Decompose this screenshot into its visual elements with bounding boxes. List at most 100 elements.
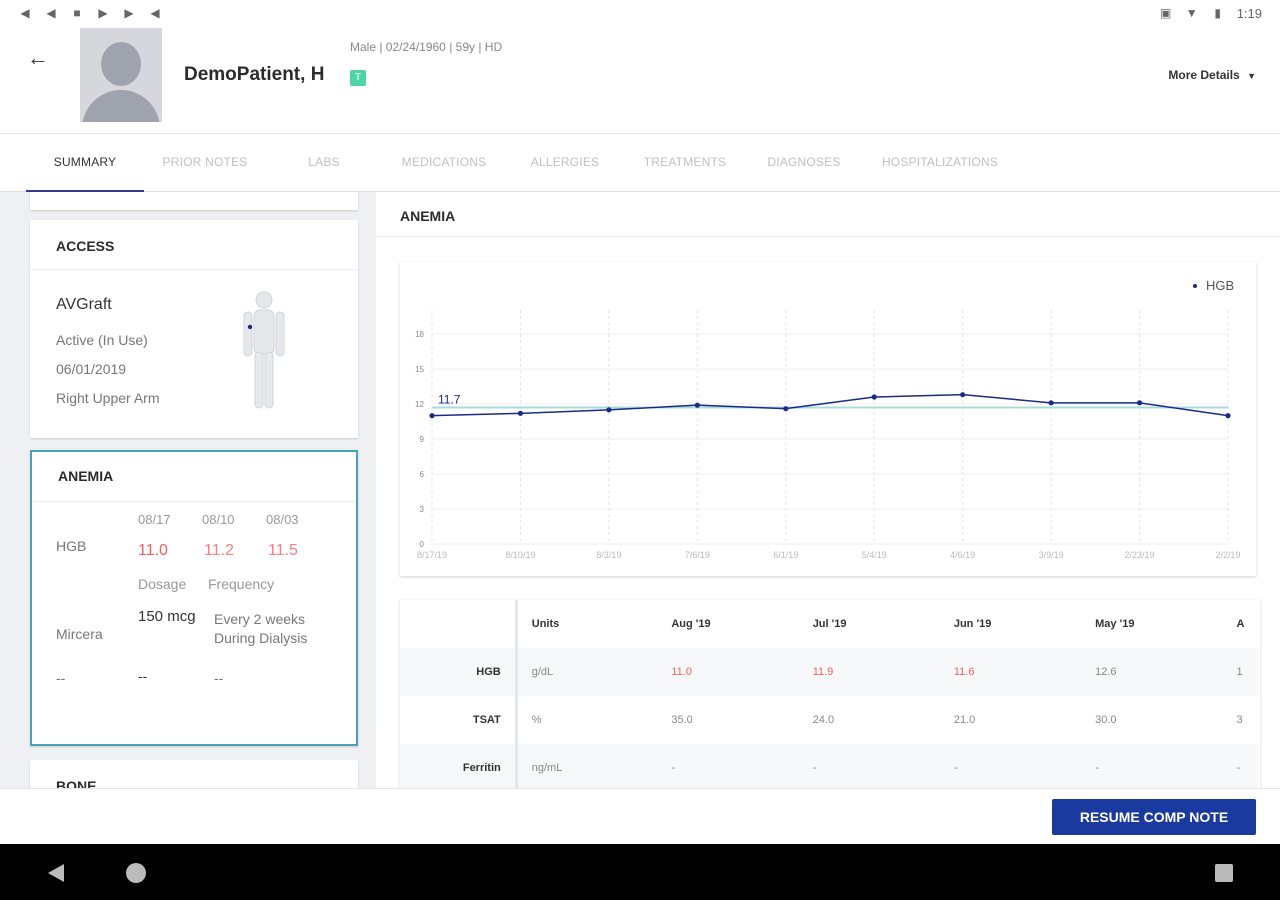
cell: 35.0 xyxy=(671,714,693,726)
cell: 11.6 xyxy=(939,648,1082,696)
access-status: Active (In Use) xyxy=(56,332,148,348)
y-tick-label: 15 xyxy=(415,365,424,374)
notification-icon: ▶ xyxy=(124,6,134,20)
cell: 11.0 xyxy=(657,648,799,696)
x-tick-label: 2/2/19 xyxy=(1215,550,1240,560)
cell: 11.9 xyxy=(798,648,940,696)
clock: 1:19 xyxy=(1236,5,1262,21)
hgb-data-point[interactable] xyxy=(1136,400,1143,406)
tab-allergies[interactable]: ALLERGIES xyxy=(530,155,600,169)
caret-down-icon: ▼ xyxy=(1247,71,1256,81)
x-tick-label: 7/6/19 xyxy=(685,550,710,560)
x-tick-label: 8/3/19 xyxy=(596,550,621,560)
wifi-icon: ▼ xyxy=(1185,6,1198,20)
body-diagram-icon xyxy=(243,291,285,409)
hgb-chart-svg: 0 3 6 9 12 15 18 8/17/19 8/10/19 8/3/19 7/6/19 6/1/… xyxy=(415,278,1240,560)
x-tick-label: 2/23/19 xyxy=(1125,550,1155,560)
hgb-data-point[interactable] xyxy=(517,410,524,416)
nav-back-icon[interactable] xyxy=(48,864,64,882)
anemia-card-title: ANEMIA xyxy=(32,452,356,502)
tab-diagnoses[interactable]: DIAGNOSES xyxy=(767,155,841,169)
cell: - xyxy=(657,744,799,788)
tab-hospitalizations[interactable]: HOSPITALIZATIONS xyxy=(881,155,999,169)
dosage-value: 150 mcg xyxy=(138,608,196,625)
more-details-label: More Details xyxy=(1168,68,1240,82)
back-arrow-icon[interactable]: ← xyxy=(27,45,49,70)
empty-value: -- xyxy=(214,670,224,686)
cell: % xyxy=(531,714,542,726)
patient-header: ← DemoPatient, H Male | 02/24/1960 | 59y… xyxy=(0,26,1280,134)
labs-table[interactable]: Units Aug '19 Jul '19 Jun '19 May '19 A … xyxy=(400,600,1260,788)
table-header: Units xyxy=(531,618,560,630)
more-details-button[interactable]: More Details ▼ xyxy=(1168,68,1256,82)
hgb-data-point[interactable] xyxy=(1225,413,1231,419)
patient-badge: T xyxy=(350,70,366,86)
notification-icon: ◀ xyxy=(20,6,30,20)
access-date: 06/01/2019 xyxy=(56,361,127,377)
summary-cards-panel[interactable]: ACCESS AVGraft Active (In Use) 06/01/201… xyxy=(0,192,376,788)
x-tick-label: 3/9/19 xyxy=(1039,550,1064,560)
hgb-data-point[interactable] xyxy=(429,413,435,419)
nav-home-icon[interactable] xyxy=(126,863,146,883)
footer-bar: RESUME COMP NOTE xyxy=(0,788,1280,844)
y-tick-label: 12 xyxy=(415,400,424,409)
access-location: Right Upper Arm xyxy=(56,390,160,406)
hgb-value: 11.5 xyxy=(268,542,298,559)
notification-icons: ◀ ◀ ■ ▶ ▶ ◀ xyxy=(18,6,162,20)
frequency-label: Frequency xyxy=(208,576,275,592)
x-tick-label: 8/10/19 xyxy=(505,550,535,560)
notification-icon: ◀ xyxy=(46,6,56,20)
row-label: HGB xyxy=(400,648,518,696)
bone-card[interactable]: BONE xyxy=(30,760,358,788)
table-header: Aug '19 xyxy=(671,618,711,630)
anemia-date: 08/03 xyxy=(266,512,299,527)
tab-labs[interactable]: LABS xyxy=(308,155,340,169)
x-tick-label: 5/4/19 xyxy=(862,550,887,560)
notification-icon: ▶ xyxy=(98,6,108,20)
cell: 21.0 xyxy=(953,714,976,726)
tab-prior-notes[interactable]: PRIOR NOTES xyxy=(162,155,248,169)
table-row[interactable]: HGB g/dL 11.0 11.9 11.6 12.6 1 xyxy=(400,648,1259,696)
reference-label: 11.7 xyxy=(438,393,461,407)
cell: ng/mL xyxy=(516,744,658,788)
resume-comp-note-button[interactable]: RESUME COMP NOTE xyxy=(1052,799,1256,835)
y-tick-label: 18 xyxy=(415,330,424,339)
hgb-data-point[interactable] xyxy=(694,402,700,408)
access-card-title: ACCESS xyxy=(30,220,358,270)
cell: 1 xyxy=(1222,648,1259,696)
hgb-data-point[interactable] xyxy=(960,392,966,398)
x-tick-label: 4/6/19 xyxy=(950,550,975,560)
anemia-detail-panel[interactable]: ANEMIA 0 3 6 9 12 15 18 8/17/19 8/10/19 8/3/19 7/6… xyxy=(376,192,1280,788)
table-row[interactable]: Ferritin ng/mL - - - - - xyxy=(400,744,1259,788)
hgb-value: 11.0 xyxy=(138,542,168,559)
notification-icon: ■ xyxy=(73,6,81,20)
anemia-card[interactable]: ANEMIA 08/17 08/10 08/03 HGB 11.0 11.2 1… xyxy=(30,450,358,746)
table-header: Jul '19 xyxy=(812,618,847,630)
access-card[interactable]: ACCESS AVGraft Active (In Use) 06/01/201… xyxy=(30,220,358,438)
tab-summary[interactable]: SUMMARY xyxy=(26,134,144,192)
table-row[interactable]: TSAT % 35.0 24.0 21.0 30.0 3 xyxy=(400,696,1259,744)
cell: 12.6 xyxy=(1081,648,1223,696)
hgb-data-point[interactable] xyxy=(606,407,612,413)
hgb-data-point[interactable] xyxy=(1048,400,1054,406)
cell: 24.0 xyxy=(812,714,835,726)
cell: 30.0 xyxy=(1095,714,1117,726)
row-label: TSAT xyxy=(400,696,518,744)
y-tick-label: 3 xyxy=(420,505,425,514)
legend-marker xyxy=(1193,284,1197,288)
tab-medications[interactable]: MEDICATIONS xyxy=(401,155,487,169)
tab-treatments[interactable]: TREATMENTS xyxy=(643,155,727,169)
nav-recents-icon[interactable] xyxy=(1215,864,1233,882)
access-type: AVGraft xyxy=(56,296,112,313)
y-tick-label: 0 xyxy=(420,540,425,549)
table-header xyxy=(400,600,518,648)
avatar xyxy=(80,28,162,122)
x-tick-label: 8/17/19 xyxy=(417,550,447,560)
hgb-data-point[interactable] xyxy=(783,406,789,412)
system-nav-bar xyxy=(0,844,1280,900)
anemia-date: 08/10 xyxy=(202,512,235,527)
dosage-label: Dosage xyxy=(138,576,187,592)
hgb-label: HGB xyxy=(56,538,87,554)
hgb-data-point[interactable] xyxy=(871,394,877,400)
hgb-chart[interactable]: 0 3 6 9 12 15 18 8/17/19 8/10/19 8/3/19 7/6/19 6/1/… xyxy=(400,262,1256,576)
